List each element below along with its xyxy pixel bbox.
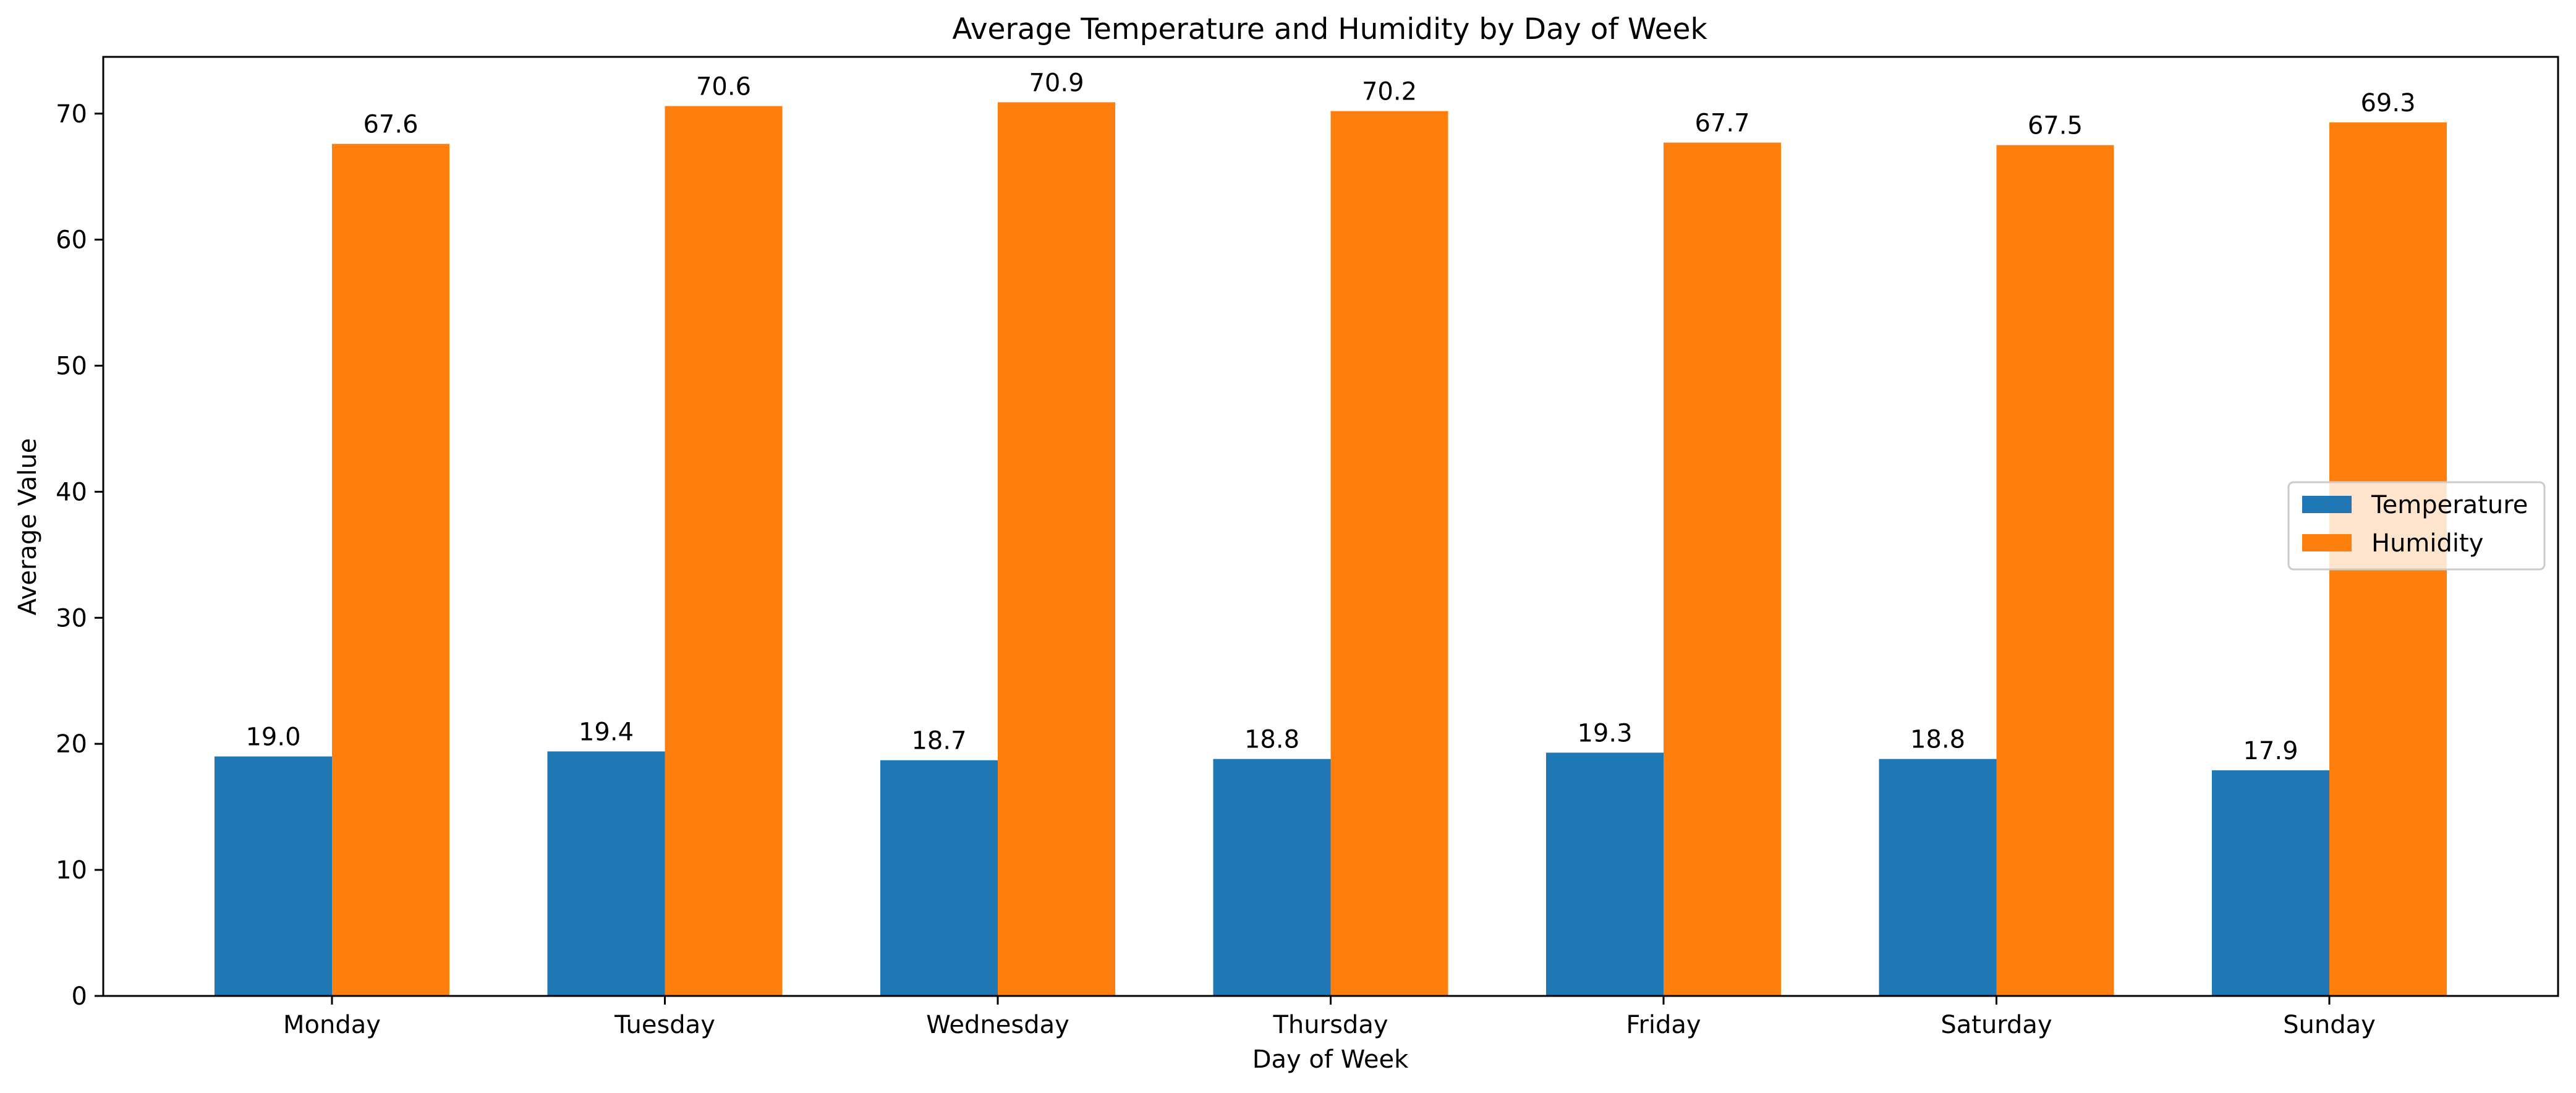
legend-frame: [2287, 481, 2546, 571]
data-label-temperature-friday: 19.3: [1577, 719, 1632, 747]
bar-temperature-saturday: [1879, 759, 1997, 996]
data-label-temperature-monday: 19.0: [245, 723, 300, 752]
legend-swatch-humidity: [2302, 534, 2352, 551]
x-axis: Monday Tuesday Wednesday Thursday Friday Satu…: [283, 996, 2376, 1039]
bar-temperature-wednesday: [880, 760, 998, 996]
x-tick-label-saturday: Saturday: [1941, 1011, 2052, 1039]
bar-humidity-tuesday: [665, 106, 783, 997]
x-tick-label-thursday: Thursday: [1273, 1011, 1388, 1039]
y-tick-label-50: 50: [56, 352, 87, 381]
x-axis-label: Day of Week: [1252, 1045, 1409, 1074]
y-tick-label-70: 70: [56, 100, 87, 129]
data-label-temperature-saturday: 18.8: [1910, 726, 1965, 754]
x-tick-label-tuesday: Tuesday: [614, 1011, 715, 1039]
data-label-humidity-tuesday: 70.6: [696, 73, 751, 101]
y-axis: 0 10 20 30 40 50 60 70: [56, 100, 103, 1011]
bar-temperature-tuesday: [547, 751, 665, 996]
data-label-temperature-thursday: 18.8: [1244, 726, 1299, 754]
y-axis-label: Average Value: [14, 438, 42, 616]
bars-group: [215, 102, 2447, 997]
y-tick-label-60: 60: [56, 226, 87, 255]
x-tick-label-friday: Friday: [1626, 1011, 1701, 1039]
bar-humidity-wednesday: [998, 102, 1115, 996]
legend-swatch-temperature: [2302, 496, 2352, 513]
legend: Temperature Humidity: [2287, 481, 2546, 571]
data-label-humidity-monday: 67.6: [363, 111, 418, 139]
bar-temperature-monday: [215, 756, 332, 996]
chart-title: Average Temperature and Humidity by Day …: [952, 12, 1707, 46]
data-label-humidity-friday: 67.7: [1694, 109, 1749, 138]
data-label-temperature-wednesday: 18.7: [911, 727, 966, 755]
y-tick-label-10: 10: [56, 856, 87, 885]
data-label-temperature-tuesday: 19.4: [579, 718, 634, 746]
y-tick-label-40: 40: [56, 478, 87, 506]
bar-temperature-thursday: [1213, 759, 1331, 996]
data-label-humidity-wednesday: 70.9: [1029, 69, 1084, 97]
data-label-temperature-sunday: 17.9: [2243, 737, 2298, 765]
data-label-humidity-saturday: 67.5: [2028, 112, 2083, 140]
legend-label-temperature: Temperature: [2371, 491, 2528, 519]
x-tick-label-monday: Monday: [283, 1011, 381, 1039]
bar-humidity-thursday: [1330, 111, 1448, 996]
data-label-humidity-sunday: 69.3: [2360, 89, 2415, 117]
bar-temperature-friday: [1546, 752, 1664, 996]
data-labels-group: 19.0 67.6 19.4 70.6 18.7 70.9 18.8 70.2 19.3 67.7…: [245, 69, 2415, 765]
y-tick-label-0: 0: [72, 982, 87, 1011]
bar-humidity-saturday: [1996, 145, 2114, 996]
y-tick-label-20: 20: [56, 730, 87, 759]
bar-temperature-sunday: [2212, 770, 2329, 996]
x-tick-label-wednesday: Wednesday: [926, 1011, 1069, 1039]
bar-humidity-monday: [332, 143, 449, 996]
bar-humidity-friday: [1664, 142, 1781, 996]
y-tick-label-30: 30: [56, 604, 87, 632]
legend-label-humidity: Humidity: [2371, 529, 2483, 558]
x-tick-label-sunday: Sunday: [2283, 1011, 2376, 1039]
data-label-humidity-thursday: 70.2: [1362, 78, 1417, 106]
